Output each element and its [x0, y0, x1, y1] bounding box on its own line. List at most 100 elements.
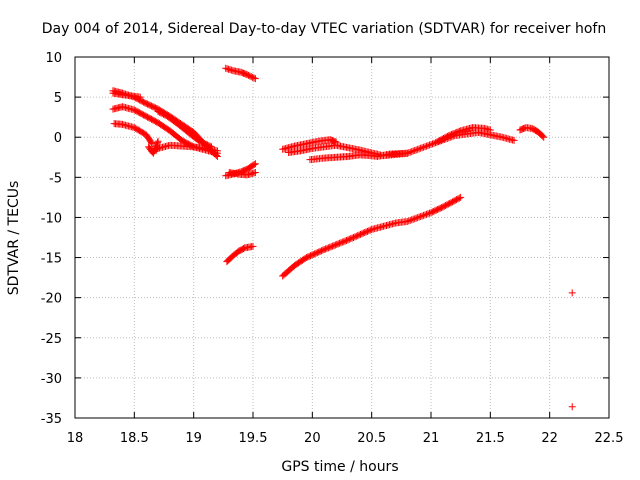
data-point	[423, 142, 431, 150]
data-points	[109, 64, 576, 411]
data-point	[421, 143, 429, 151]
series-arc-j	[225, 169, 259, 179]
data-point	[540, 133, 548, 141]
y-tick-label: -10	[41, 211, 62, 226]
data-point	[366, 226, 374, 234]
y-tick-label: 10	[45, 51, 62, 66]
data-point	[423, 210, 431, 218]
data-point	[408, 216, 416, 224]
data-point	[510, 136, 518, 144]
x-tick-label: 22	[541, 431, 558, 446]
data-point	[249, 242, 257, 250]
data-point	[406, 148, 414, 156]
data-point	[408, 148, 416, 156]
data-point	[154, 139, 162, 147]
y-tick-label: 5	[54, 91, 62, 106]
x-tick-label: 22.5	[595, 431, 624, 446]
data-point	[418, 212, 426, 220]
data-point	[428, 140, 436, 148]
data-point	[417, 144, 425, 152]
data-point	[411, 215, 419, 223]
data-point	[455, 194, 463, 202]
data-point	[568, 289, 576, 297]
series-arc-q	[279, 193, 465, 280]
data-point	[136, 93, 144, 101]
data-point	[539, 132, 547, 140]
series-arc-g	[154, 108, 215, 151]
series-arc-o	[433, 124, 494, 146]
axis-ticks	[74, 56, 610, 419]
x-tick-labels: 18 18.5 19 19.5 20 20.5 21 21.5 22 22.5	[67, 431, 624, 446]
y-tick-label: -30	[41, 372, 62, 387]
x-tick-label: 20	[304, 431, 321, 446]
data-point	[457, 193, 465, 201]
data-point	[486, 126, 494, 134]
data-point	[251, 160, 259, 168]
x-tick-label: 19.5	[239, 431, 268, 446]
y-tick-label: -20	[41, 292, 62, 307]
data-point	[420, 143, 428, 151]
data-point	[405, 149, 413, 157]
plot-frame	[74, 56, 610, 419]
data-point	[421, 211, 429, 219]
y-tick-label: -5	[49, 171, 62, 186]
data-point	[427, 140, 435, 148]
series-arc-d	[110, 120, 156, 148]
data-point	[405, 217, 413, 225]
chart-title: Day 004 of 2014, Sidereal Day-to-day VTE…	[42, 21, 606, 37]
x-tick-label: 19	[185, 431, 202, 446]
data-point	[414, 214, 422, 222]
data-point	[415, 145, 423, 153]
data-point	[414, 145, 422, 153]
data-point	[430, 139, 438, 147]
data-point	[424, 142, 432, 150]
y-tick-label: -35	[41, 412, 62, 427]
x-tick-label: 21.5	[476, 431, 505, 446]
data-point	[417, 212, 425, 220]
data-point	[420, 211, 428, 219]
y-axis-label: SDTVAR / TECUs	[6, 181, 22, 296]
series-arc-p	[516, 124, 548, 141]
data-point	[251, 169, 259, 177]
series-outlier-2	[568, 403, 576, 411]
data-point	[406, 216, 414, 224]
data-point	[250, 74, 258, 82]
data-point	[424, 210, 432, 218]
data-point	[206, 142, 214, 150]
x-tick-label: 20.5	[357, 431, 386, 446]
x-axis-label: GPS time / hours	[281, 459, 398, 475]
data-point	[568, 403, 576, 411]
x-tick-label: 18.5	[120, 431, 149, 446]
data-point	[426, 141, 434, 149]
data-point	[403, 149, 411, 157]
series-arc-l	[279, 136, 340, 153]
series-outlier-1	[568, 289, 576, 297]
series-arc-n	[306, 149, 411, 164]
data-point	[415, 213, 423, 221]
y-tick-label: -25	[41, 332, 62, 347]
data-point	[409, 215, 417, 223]
y-tick-labels: 10 5 0 -5 -10 -15 -20 -25 -30 -35	[41, 51, 62, 427]
grid-lines	[75, 57, 609, 418]
data-point	[412, 214, 420, 222]
data-point	[409, 147, 417, 155]
y-tick-label: 0	[54, 131, 62, 146]
data-point	[412, 146, 420, 154]
data-point	[418, 144, 426, 152]
series-arc-h	[222, 64, 259, 83]
data-point	[250, 160, 258, 168]
data-point	[251, 75, 259, 83]
y-tick-label: -15	[41, 252, 62, 267]
data-point	[411, 147, 419, 155]
data-point	[213, 147, 221, 155]
series-arc-b	[109, 89, 144, 101]
series-arc-k	[223, 242, 257, 266]
data-point	[147, 138, 155, 146]
series-arc-f	[145, 137, 162, 157]
data-point	[154, 137, 162, 145]
x-tick-label: 21	[423, 431, 440, 446]
data-point	[403, 217, 411, 225]
data-point	[207, 143, 215, 151]
x-tick-label: 18	[67, 431, 84, 446]
